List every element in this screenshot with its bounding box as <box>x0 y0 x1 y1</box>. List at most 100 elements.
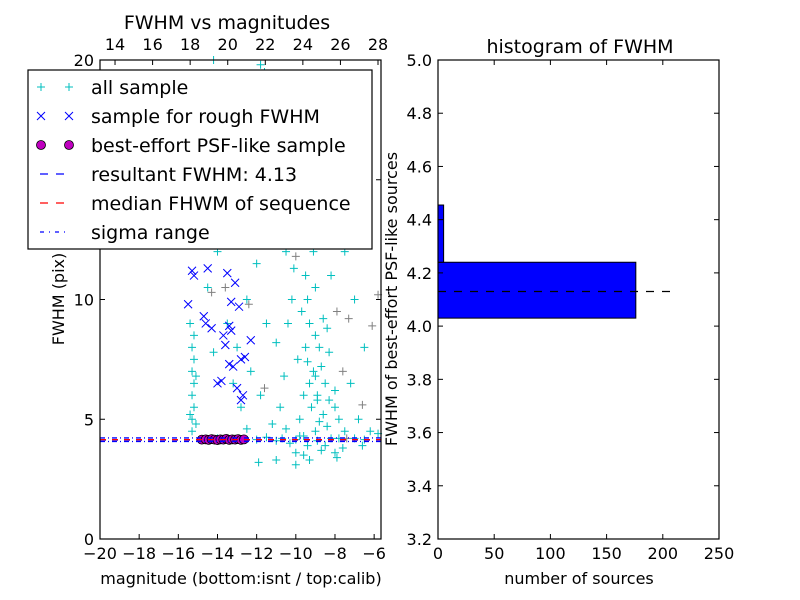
all-sample-point <box>189 331 198 340</box>
all-sample-point <box>325 348 334 357</box>
legend-entry: resultant FWHM: 4.13 <box>40 164 297 186</box>
histogram-bar <box>437 261 637 319</box>
legend-plus-icon <box>65 83 73 91</box>
all-sample-point <box>272 338 281 347</box>
x-tick-label: −12 <box>240 544 274 563</box>
legend-label: resultant FWHM: 4.13 <box>91 164 297 186</box>
all-sample-point <box>340 427 349 436</box>
rough-sample-point <box>234 302 244 312</box>
y-tick-label: 3.6 <box>407 424 432 443</box>
rough-sample-point <box>230 278 240 288</box>
all-sample-point <box>276 403 285 412</box>
all-sample-point <box>191 372 200 381</box>
extra-sample-point <box>221 283 230 292</box>
all-sample-point <box>282 424 291 433</box>
rough-sample-point <box>238 390 248 400</box>
all-sample-point <box>323 422 332 431</box>
legend-label: all sample <box>91 77 188 99</box>
legend-circle-icon <box>64 140 74 150</box>
histogram-axes-frame <box>437 59 720 540</box>
all-sample-point <box>303 295 312 304</box>
rough-sample-point <box>220 340 230 350</box>
extra-sample-point <box>344 314 353 323</box>
histogram-marks <box>437 204 677 319</box>
all-sample-point <box>354 415 363 424</box>
rough-sample-point <box>201 319 211 328</box>
rough-sample-point <box>236 395 246 405</box>
all-sample-point <box>305 379 314 388</box>
x-tick-label: 100 <box>535 544 566 563</box>
all-sample-point <box>346 379 355 388</box>
all-sample-point <box>188 415 197 424</box>
top-x-tick-label: 16 <box>142 35 162 54</box>
all-sample-point <box>186 410 195 419</box>
all-sample-point <box>315 343 324 352</box>
y-tick-label: 4.4 <box>407 211 432 230</box>
rough-sample-point <box>189 271 199 280</box>
all-sample-point <box>325 396 334 405</box>
all-sample-point <box>252 259 261 268</box>
all-sample-point <box>188 343 197 352</box>
all-sample-point <box>295 415 304 424</box>
all-sample-point <box>317 362 326 371</box>
all-sample-point <box>366 427 375 436</box>
legend-label: sample for rough FWHM <box>91 106 320 128</box>
all-sample-point <box>256 391 265 400</box>
all-sample-point <box>315 417 324 426</box>
histogram-ticks: 0 50 100 150 200 250 3.2 3.4 3.6 3.8 4.0 4.2 4.4 4.6 4… <box>407 51 735 563</box>
all-sample-point <box>186 319 195 328</box>
all-sample-point <box>303 357 312 366</box>
all-sample-point <box>332 453 341 462</box>
all-sample-point <box>272 455 281 464</box>
all-sample-point <box>256 60 265 69</box>
legend-label: median FHWM of sequence <box>91 193 351 215</box>
extra-sample-point <box>244 300 253 309</box>
all-sample-point <box>299 451 308 460</box>
extra-sample-point <box>368 321 377 330</box>
all-sample-point <box>189 403 198 412</box>
all-sample-point <box>305 455 314 464</box>
all-sample-point <box>229 379 238 388</box>
legend-box <box>27 69 373 250</box>
y-tick-label: 4.0 <box>407 317 432 336</box>
rough-sample-point <box>222 268 232 278</box>
legend-entry: all sample <box>37 77 188 99</box>
x-tick-label: 200 <box>648 544 679 563</box>
rough-sample-point <box>219 331 228 340</box>
x-tick-label: −14 <box>201 544 235 563</box>
all-sample-point <box>191 420 200 429</box>
y-tick-label: 0 <box>84 530 94 549</box>
extra-sample-point <box>260 384 269 393</box>
all-sample-point <box>189 355 198 364</box>
rough-sample-point <box>228 362 238 371</box>
legend-label: best-effort PSF-like sample <box>91 135 346 157</box>
y-tick-label: 5 <box>84 410 94 429</box>
extra-sample-point <box>338 367 347 376</box>
rough-sample-point <box>226 297 236 307</box>
all-sample-point <box>268 420 277 429</box>
rough-sample-point <box>217 376 226 386</box>
rough-sample-point <box>226 326 236 335</box>
top-x-tick-label: 18 <box>180 35 200 54</box>
all-sample-point <box>311 427 320 436</box>
legend-entry: median FHWM of sequence <box>40 193 351 215</box>
extra-sample-point <box>332 307 341 316</box>
rough-sample-point <box>199 311 209 321</box>
extra-sample-point <box>291 252 300 261</box>
x-tick-label: 0 <box>433 544 443 563</box>
all-sample-point <box>262 319 271 328</box>
all-sample-point <box>330 448 339 457</box>
extra-sample-point <box>358 400 367 409</box>
y-tick-label: 4.2 <box>407 264 432 283</box>
all-sample-point <box>246 367 255 376</box>
all-sample-point <box>307 403 316 412</box>
x-tick-label: 150 <box>591 544 622 563</box>
rough-sample-point <box>240 352 250 362</box>
rough-sample-point <box>224 321 234 331</box>
all-sample-point <box>233 343 242 352</box>
all-sample-point <box>309 367 318 376</box>
y-tick-label: 10 <box>74 291 94 310</box>
all-sample-point <box>317 446 326 455</box>
scatter-ticks: −20 −18 −16 −14 −12 −10 −8 −6 14 16 18 20 22 24 26 28 0 5… <box>74 35 389 563</box>
all-sample-point <box>311 372 320 381</box>
